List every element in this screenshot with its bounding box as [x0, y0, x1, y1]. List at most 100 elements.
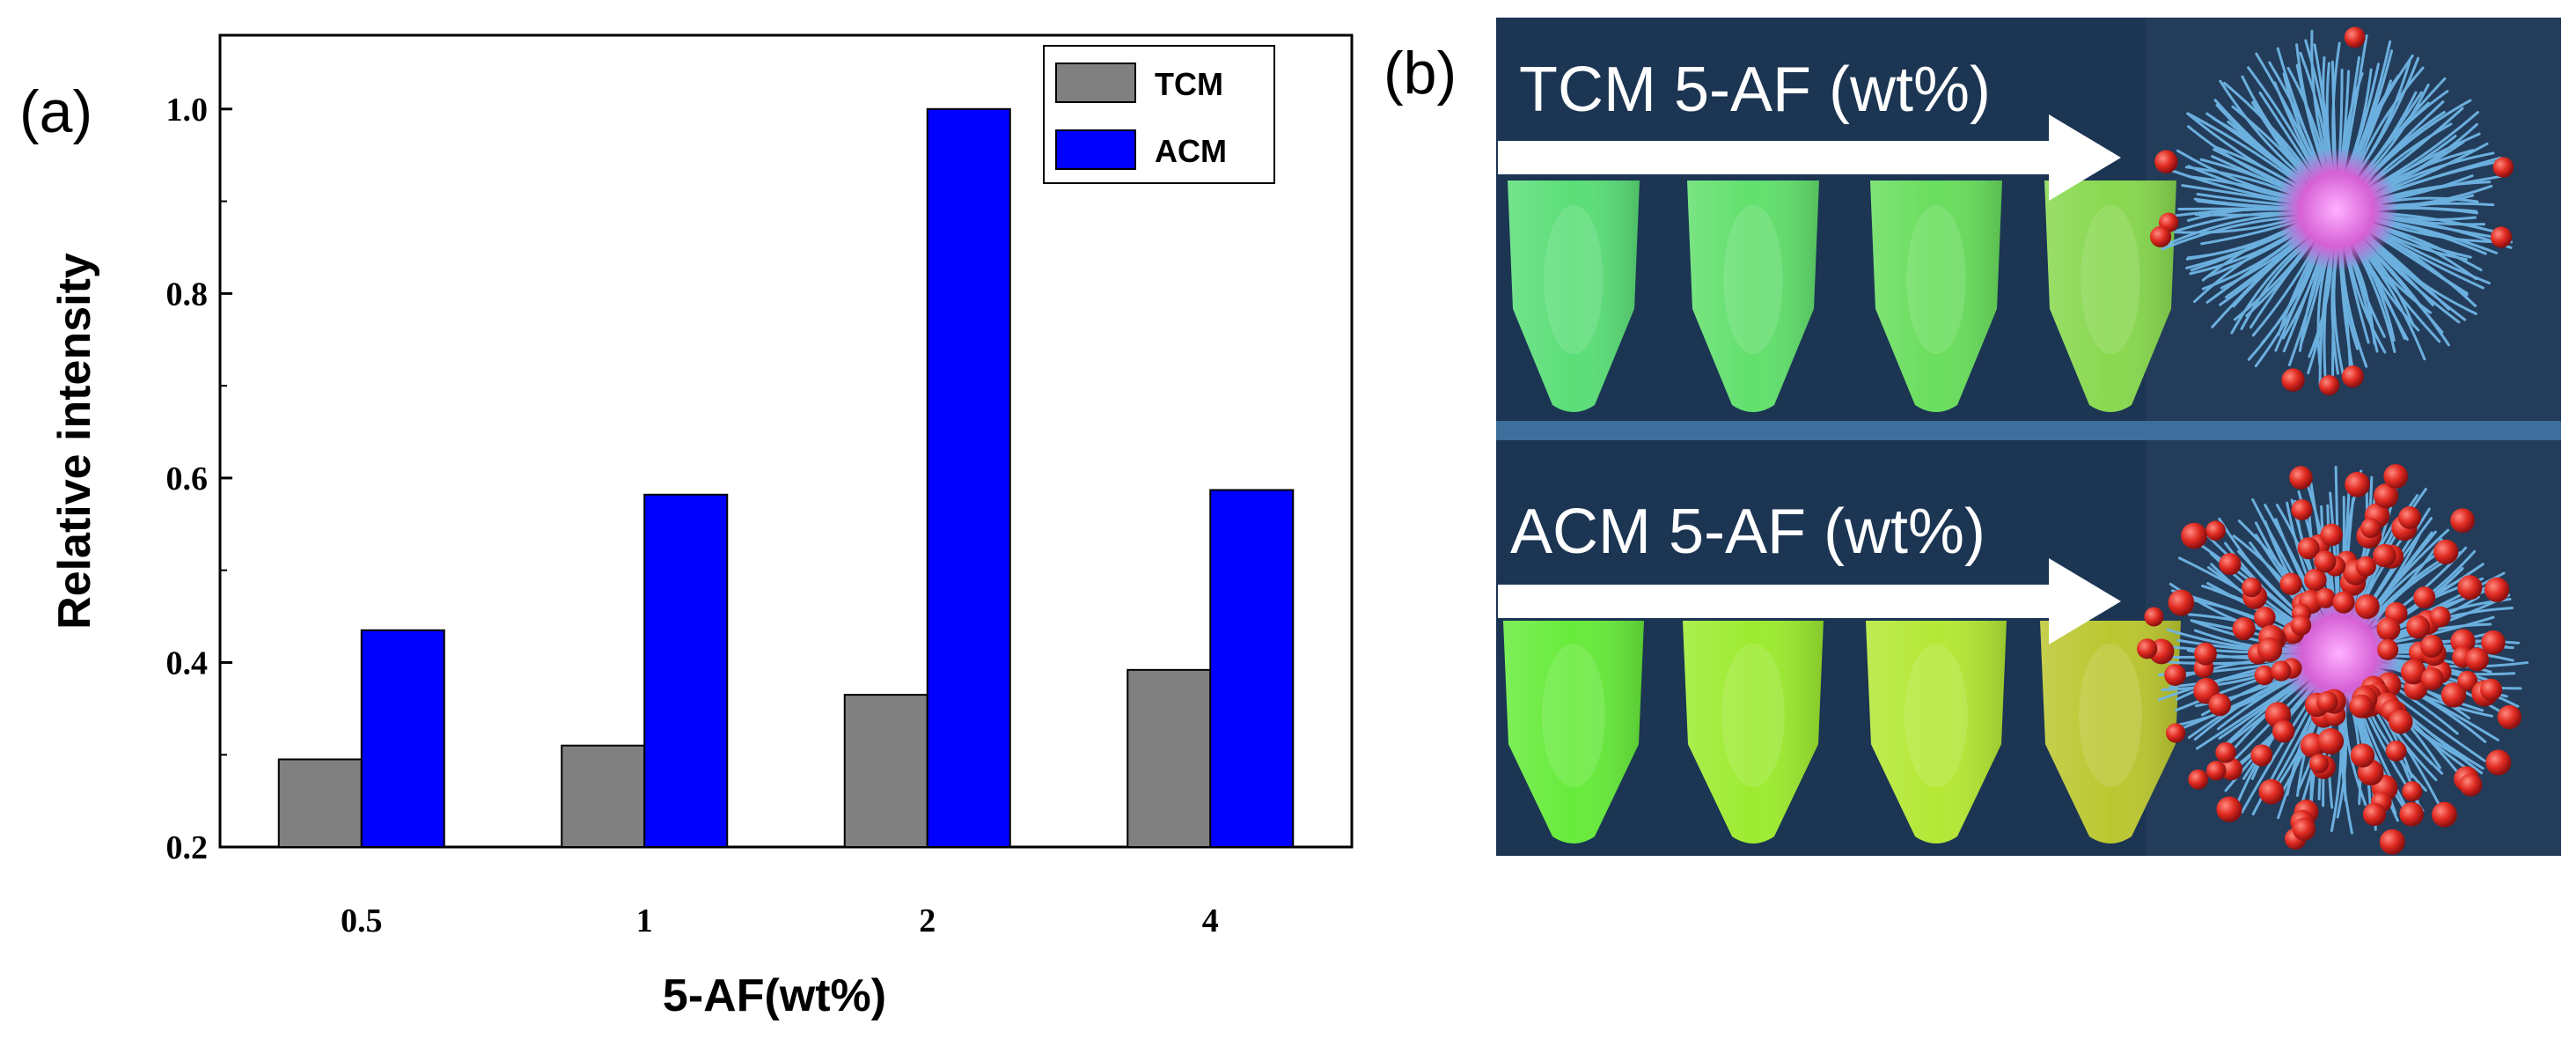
particle — [2149, 225, 2172, 247]
particle — [2215, 741, 2236, 763]
particle — [2154, 150, 2178, 173]
arrow-bottom — [1498, 558, 2121, 645]
particle — [2349, 694, 2374, 718]
particle — [2166, 723, 2186, 743]
particle — [2303, 568, 2327, 592]
bar-tcm-0_5 — [277, 758, 363, 848]
particle — [2457, 575, 2483, 600]
particle — [2271, 660, 2292, 681]
particle — [2440, 682, 2467, 708]
tube-top-1 — [1508, 180, 1640, 412]
particle — [2219, 553, 2242, 576]
particle — [2291, 499, 2313, 521]
y-axis-ticks: 0.2 0.4 0.6 0.8 1.0 — [166, 92, 232, 866]
micelle-illustration-acm — [2137, 464, 2529, 855]
particle — [2168, 589, 2195, 616]
particle — [2271, 719, 2295, 743]
particle — [2257, 637, 2283, 662]
particle — [2345, 471, 2370, 497]
particle — [2406, 615, 2431, 639]
legend: TCM ACM — [1043, 45, 1275, 184]
bar-tcm-4 — [1127, 668, 1212, 848]
particle — [2281, 368, 2305, 392]
photo-label-acm: ACM 5-AF (wt%) — [1510, 497, 1985, 567]
particle — [2420, 634, 2444, 658]
particle — [2388, 709, 2413, 734]
particle — [2383, 464, 2409, 489]
x-axis-ticks: 0.5 1 2 4 — [341, 835, 1219, 939]
particle — [2398, 506, 2422, 529]
particle — [2376, 616, 2401, 641]
x-tick-label: 0.5 — [341, 902, 383, 939]
particle — [2319, 374, 2340, 396]
particle — [2491, 226, 2513, 248]
tube-bottom-2 — [1683, 621, 1824, 843]
particle — [2144, 607, 2164, 627]
legend-swatch-tcm — [1055, 63, 1136, 103]
y-axis-title: Relative intensity — [49, 253, 100, 630]
bar-chart: 0.2 0.4 0.6 0.8 1.0 0.5 1 2 4 Relative intensit… — [49, 33, 1354, 1021]
particle — [2181, 522, 2207, 549]
tube-bottom-3 — [1866, 621, 2007, 843]
particle — [2385, 740, 2407, 762]
tube-top-2 — [1687, 180, 1819, 412]
particle — [2497, 704, 2522, 730]
plot-frame — [218, 33, 1354, 849]
particle — [2220, 757, 2243, 781]
tubes-bottom-row — [1503, 621, 2181, 843]
particle — [2459, 773, 2483, 797]
particle — [2450, 508, 2475, 534]
tube-top-4 — [2044, 180, 2176, 412]
legend-label-tcm: TCM — [1155, 66, 1223, 102]
particle — [2341, 365, 2364, 388]
bars — [277, 107, 1295, 849]
x-tick-label: 1 — [636, 902, 653, 939]
photo-divider — [1496, 421, 2561, 440]
x-axis-title: 5-AF(wt%) — [663, 970, 886, 1021]
particle — [2362, 802, 2387, 827]
particle — [2492, 157, 2514, 178]
panel-b-label: (b) — [1383, 40, 1457, 107]
tube-top-3 — [1870, 180, 2002, 412]
particle — [2317, 727, 2345, 755]
particle — [2374, 483, 2399, 509]
particle — [2216, 796, 2242, 822]
bar-acm-2 — [926, 107, 1011, 849]
tube-bottom-1 — [1503, 621, 1644, 843]
y-tick-label: 0.6 — [166, 460, 209, 497]
particle — [2373, 543, 2396, 568]
particle — [2350, 743, 2375, 768]
bar-tcm-2 — [843, 694, 928, 848]
micelle-illustration-tcm — [2149, 26, 2514, 396]
particle — [2450, 629, 2476, 654]
particle — [2232, 616, 2256, 641]
particle — [2402, 781, 2423, 802]
particle — [2208, 693, 2232, 717]
particle — [2413, 586, 2436, 609]
particle — [2360, 518, 2382, 539]
particle — [2465, 647, 2490, 672]
particle — [2254, 606, 2276, 629]
bar-acm-1 — [643, 493, 729, 848]
particle — [2429, 606, 2451, 628]
particle — [2344, 26, 2366, 48]
particle — [2399, 801, 2425, 827]
particle — [2254, 665, 2275, 686]
particle — [2316, 690, 2338, 713]
y-tick-label: 0.8 — [166, 276, 209, 313]
particle — [2354, 593, 2380, 620]
tubes-top-row — [1508, 180, 2176, 412]
particle — [2137, 638, 2158, 659]
particle — [2279, 572, 2302, 595]
particle — [2320, 523, 2344, 547]
particle — [2379, 829, 2405, 855]
particle — [2242, 577, 2262, 598]
particle — [2289, 466, 2313, 490]
particle — [2290, 615, 2312, 636]
particle — [2332, 591, 2355, 614]
bar-acm-4 — [1209, 489, 1295, 848]
bar-acm-0_5 — [360, 629, 445, 849]
photo-panel: TCM 5-AF (wt%) ACM 5-AF (wt%) — [1496, 18, 2561, 856]
micelle-core — [2275, 148, 2398, 271]
